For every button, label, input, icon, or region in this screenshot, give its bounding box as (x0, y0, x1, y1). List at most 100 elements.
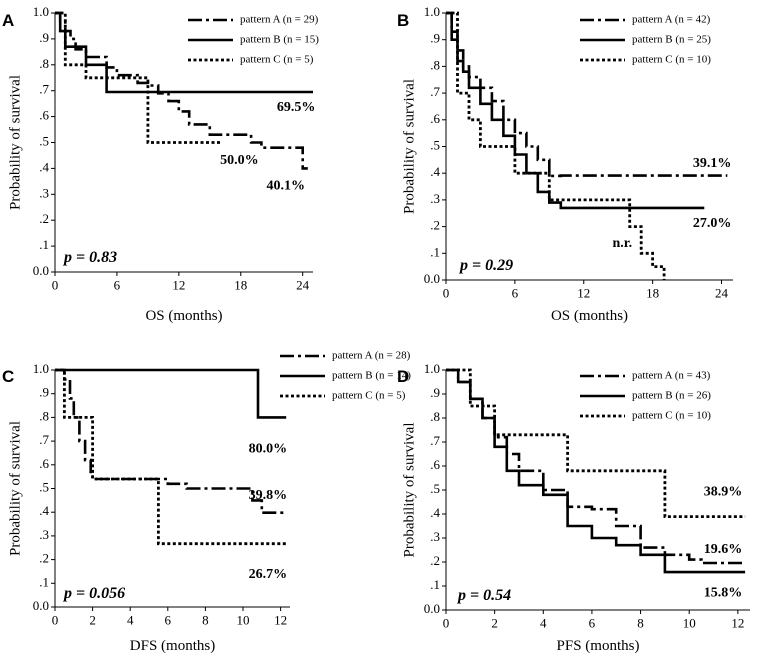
y-tick-label: .2 (430, 218, 440, 233)
panel-letter: A (2, 11, 14, 30)
y-tick-label: .4 (430, 505, 440, 520)
legend-label: pattern C (n = 10) (632, 410, 711, 422)
y-tick-label: .2 (39, 211, 49, 226)
y-tick-label: .1 (430, 577, 440, 592)
y-tick-label: .1 (39, 574, 49, 589)
x-tick-label: 0 (443, 616, 450, 631)
x-tick-label: 24 (715, 286, 729, 301)
y-tick-label: .8 (430, 409, 440, 424)
panel-letter: C (2, 367, 14, 386)
x-tick-label: 10 (683, 616, 696, 631)
end-value-label: n.r. (612, 236, 632, 251)
x-tick-label: 2 (89, 613, 96, 628)
series-line-dotted (446, 11, 666, 280)
x-axis-title: OS (months) (551, 308, 628, 324)
end-value-label: 80.0% (249, 442, 288, 457)
end-value-label: 27.0% (693, 216, 732, 231)
y-tick-label: .3 (430, 191, 440, 206)
y-tick-label: .8 (430, 57, 440, 72)
y-tick-label: 1.0 (33, 4, 49, 19)
y-axis-title: Probability of survival (401, 423, 417, 558)
x-tick-label: 4 (127, 613, 134, 628)
y-tick-label: .6 (39, 456, 49, 471)
y-tick-label: 0.0 (424, 271, 440, 286)
legend-label: pattern A (n = 42) (632, 14, 711, 26)
p-value-label: p = 0.54 (456, 587, 511, 604)
panel-b: B 0.0 .1 .2 .3 .4 .5 .6 .7 .8 .9 1.0 0 6 12 18 24 OS (mon… (397, 4, 733, 324)
y-tick-label: .8 (39, 408, 49, 423)
panel-a: A 0.0 .1 .2 .3 .4 .5 .6 .7 .8 .9 1.0 0 6 12 18 24 OS (mon… (2, 4, 319, 324)
x-tick-label: 10 (237, 613, 250, 628)
x-tick-label: 6 (114, 278, 121, 293)
y-tick-label: .5 (430, 137, 440, 152)
x-tick-label: 2 (491, 616, 498, 631)
end-value-label: 50.0% (220, 153, 259, 168)
y-tick-label: 1.0 (424, 361, 440, 376)
legend-label: pattern A (n = 29) (240, 14, 319, 26)
legend-label: pattern A (n = 28) (332, 350, 411, 362)
x-tick-label: 12 (172, 278, 185, 293)
series-line-dashdot (55, 368, 287, 514)
y-tick-label: .5 (39, 133, 49, 148)
x-tick-label: 0 (52, 613, 59, 628)
y-tick-label: .7 (39, 432, 49, 447)
x-tick-label: 0 (52, 278, 59, 293)
x-tick-label: 6 (589, 616, 596, 631)
panel-c: C 0.0 .1 .2 .3 .4 .5 .6 .7 .8 .9 1.0 0 2 4 6 8 10 12 DFS (m… (2, 350, 411, 654)
end-value-label: 40.1% (267, 179, 306, 194)
y-tick-label: .3 (39, 527, 49, 542)
series-line-solid (446, 368, 746, 574)
y-tick-label: .6 (430, 457, 440, 472)
series-line-solid (55, 11, 313, 94)
y-tick-label: .6 (430, 111, 440, 126)
y-tick-label: .9 (39, 30, 49, 45)
panel-d: D 0.0 .1 .2 .3 .4 .5 .6 .7 .8 .9 1.0 0 2 4 6 8 10 12 PFS (m… (397, 361, 750, 654)
y-axis-title: Probability of survival (7, 75, 23, 210)
x-tick-label: 12 (731, 616, 744, 631)
y-axis-title: Probability of survival (7, 421, 23, 556)
y-tick-label: .5 (39, 479, 49, 494)
end-value-label: 69.5% (277, 100, 316, 115)
y-tick-label: 1.0 (33, 361, 49, 376)
y-tick-label: .7 (430, 84, 440, 99)
series-line-dashdot (55, 11, 308, 170)
y-tick-label: .2 (430, 553, 440, 568)
legend-label: pattern C (n = 5) (240, 54, 314, 66)
series-line-solid (446, 11, 705, 210)
x-axis-title: PFS (months) (557, 638, 640, 654)
end-value-label: 39.1% (693, 156, 732, 171)
y-tick-label: 0.0 (33, 263, 49, 278)
series-line-dashdot (446, 11, 728, 178)
y-tick-label: .1 (430, 244, 440, 259)
legend-label: pattern B (n = 15) (240, 34, 319, 46)
p-value-label: p = 0.056 (62, 585, 125, 602)
y-tick-label: .7 (39, 82, 49, 97)
legend-label: pattern B (n = 25) (632, 34, 711, 46)
p-value-label: p = 0.29 (458, 257, 513, 274)
panel-letter: B (397, 11, 409, 30)
x-tick-label: 12 (274, 613, 287, 628)
y-tick-label: .5 (430, 481, 440, 496)
end-value-label: 19.6% (704, 542, 743, 557)
y-tick-label: .8 (39, 56, 49, 71)
y-tick-label: .4 (39, 503, 49, 518)
legend-label: pattern B (n = 26) (632, 390, 711, 402)
legend-label: pattern B (n = 14) (332, 370, 411, 382)
y-tick-label: 1.0 (424, 4, 440, 19)
y-tick-label: .4 (430, 164, 440, 179)
x-tick-label: 24 (296, 278, 310, 293)
p-value-label: p = 0.83 (62, 249, 117, 266)
series-line-dotted (55, 11, 221, 144)
y-tick-label: .1 (39, 237, 49, 252)
y-tick-label: .2 (39, 551, 49, 566)
series-line-dotted (55, 368, 287, 546)
series-line-dotted (446, 368, 746, 518)
x-tick-label: 4 (540, 616, 547, 631)
panel-letter: D (397, 367, 409, 386)
x-tick-label: 0 (443, 286, 450, 301)
y-axis-title: Probability of survival (401, 79, 417, 214)
y-tick-label: .9 (430, 385, 440, 400)
end-value-label: 15.8% (704, 585, 743, 600)
